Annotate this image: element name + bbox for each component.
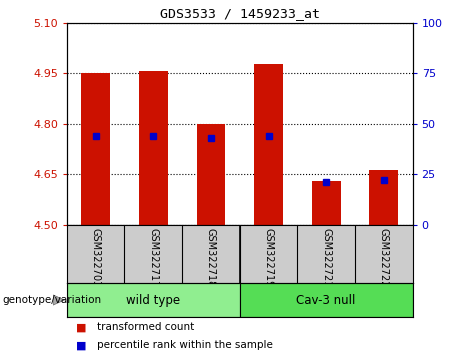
Text: ■: ■ (76, 340, 87, 350)
Polygon shape (53, 295, 65, 305)
Bar (139, 72, 168, 225)
FancyBboxPatch shape (240, 283, 413, 317)
Bar (254, 64, 283, 225)
Text: GSM322718: GSM322718 (206, 228, 216, 287)
Bar (312, 181, 341, 225)
Text: wild type: wild type (126, 293, 180, 307)
Text: genotype/variation: genotype/variation (2, 295, 101, 305)
Bar (81, 73, 110, 225)
Bar (196, 124, 225, 225)
Bar (369, 170, 398, 225)
Text: GSM322703: GSM322703 (91, 228, 100, 287)
Text: GSM322717: GSM322717 (148, 228, 158, 287)
Text: percentile rank within the sample: percentile rank within the sample (97, 340, 273, 350)
Text: Cav-3 null: Cav-3 null (296, 293, 356, 307)
Text: ■: ■ (76, 322, 87, 332)
Text: GSM322722: GSM322722 (379, 228, 389, 287)
Text: GSM322719: GSM322719 (264, 228, 273, 287)
Title: GDS3533 / 1459233_at: GDS3533 / 1459233_at (160, 7, 320, 21)
Text: transformed count: transformed count (97, 322, 194, 332)
Text: GSM322721: GSM322721 (321, 228, 331, 287)
FancyBboxPatch shape (67, 283, 240, 317)
